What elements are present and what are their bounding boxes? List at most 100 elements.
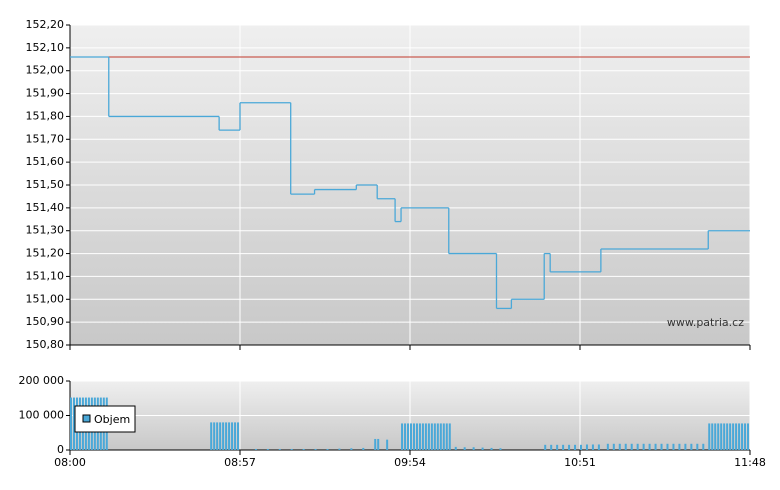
- volume-bar: [463, 447, 466, 450]
- volume-bar: [338, 448, 341, 450]
- volume-bar: [481, 447, 484, 450]
- y-tick-label: 151,20: [26, 247, 65, 260]
- volume-bar: [418, 423, 421, 450]
- volume-bar: [711, 423, 714, 450]
- volume-bar: [729, 423, 732, 450]
- volume-bar: [717, 423, 720, 450]
- volume-bar: [618, 443, 621, 450]
- volume-bar: [702, 443, 705, 450]
- volume-bar: [580, 444, 582, 450]
- volume-bar: [654, 443, 657, 450]
- volume-bar: [499, 448, 502, 450]
- volume-bar: [735, 423, 738, 450]
- volume-bar: [326, 448, 329, 450]
- volume-bar: [597, 444, 600, 450]
- volume-bar: [454, 446, 457, 450]
- volume-bar: [231, 422, 234, 450]
- volume-bar: [574, 444, 577, 450]
- x-tick-label: 11:48: [734, 456, 766, 469]
- volume-bar: [630, 443, 633, 450]
- volume-bar: [415, 423, 418, 450]
- y-tick-label: 151,30: [26, 224, 65, 237]
- y-tick-label: 151,90: [26, 87, 65, 100]
- volume-bar: [410, 423, 412, 450]
- volume-bar: [216, 422, 219, 450]
- volume-bar: [436, 423, 439, 450]
- volume-bar: [660, 443, 663, 450]
- volume-bar: [568, 444, 571, 450]
- volume-bar: [412, 423, 415, 450]
- volume-bar: [374, 438, 377, 450]
- volume-bar: [433, 423, 436, 450]
- volume-bar: [678, 443, 681, 450]
- y-tick-label: 151,40: [26, 201, 65, 214]
- volume-bar: [407, 423, 410, 450]
- volume-bar: [490, 447, 493, 450]
- volume-bar: [591, 444, 594, 450]
- y-tick-label: 151,10: [26, 269, 65, 282]
- volume-bar: [254, 448, 257, 450]
- y-tick-label: 151,60: [26, 155, 65, 168]
- y-tick-label: 100 000: [19, 409, 65, 422]
- volume-bar: [606, 443, 609, 450]
- volume-bar: [430, 423, 433, 450]
- volume-bar: [648, 443, 651, 450]
- volume-bar: [439, 423, 442, 450]
- volume-bar: [741, 423, 744, 450]
- volume-bar: [556, 444, 559, 450]
- volume-bar: [544, 444, 547, 450]
- volume-bar: [421, 423, 424, 450]
- volume-bar: [70, 397, 72, 450]
- volume-bar: [720, 423, 723, 450]
- volume-bar: [222, 422, 225, 450]
- volume-bar: [714, 423, 717, 450]
- y-tick-label: 152,00: [26, 64, 65, 77]
- volume-bar: [642, 443, 645, 450]
- volume-bar: [738, 423, 741, 450]
- volume-bar: [266, 448, 269, 450]
- volume-bar: [237, 422, 240, 450]
- volume-bar: [472, 447, 475, 450]
- volume-bar: [696, 443, 699, 450]
- volume-bar: [362, 447, 365, 450]
- legend-swatch: [82, 414, 91, 423]
- volume-bar: [350, 448, 353, 450]
- y-tick-label: 150,80: [26, 338, 65, 351]
- y-tick-label: 0: [57, 443, 64, 456]
- volume-bar: [404, 423, 407, 450]
- y-tick-label: 151,00: [26, 292, 65, 305]
- volume-bar: [585, 444, 588, 450]
- volume-bar: [636, 443, 639, 450]
- volume-bar: [624, 443, 627, 450]
- y-tick-label: 150,90: [26, 315, 65, 328]
- volume-bar: [732, 423, 735, 450]
- volume-bar: [228, 422, 231, 450]
- volume-bar: [445, 423, 448, 450]
- y-tick-label: 151,80: [26, 109, 65, 122]
- x-tick-label: 08:00: [54, 456, 86, 469]
- volume-bar: [612, 443, 615, 450]
- x-tick-label: 08:57: [224, 456, 256, 469]
- volume-bar: [377, 438, 380, 450]
- volume-bar: [72, 397, 75, 450]
- x-tick-label: 09:54: [394, 456, 426, 469]
- volume-bar: [690, 443, 693, 450]
- volume-bar: [234, 422, 237, 450]
- volume-bar: [219, 422, 222, 450]
- volume-bar: [213, 422, 216, 450]
- y-tick-label: 151,70: [26, 132, 65, 145]
- volume-bar: [562, 444, 565, 450]
- volume-bar: [302, 448, 305, 450]
- watermark: www.patria.cz: [667, 316, 744, 329]
- y-tick-label: 151,50: [26, 178, 65, 191]
- x-tick-label: 10:51: [564, 456, 596, 469]
- volume-bar: [666, 443, 669, 450]
- volume-bar: [401, 423, 404, 450]
- volume-bar: [723, 423, 726, 450]
- volume-bar: [672, 443, 675, 450]
- volume-bar: [427, 423, 430, 450]
- volume-bar: [550, 444, 553, 450]
- volume-bar: [386, 439, 389, 450]
- volume-bar: [448, 423, 451, 450]
